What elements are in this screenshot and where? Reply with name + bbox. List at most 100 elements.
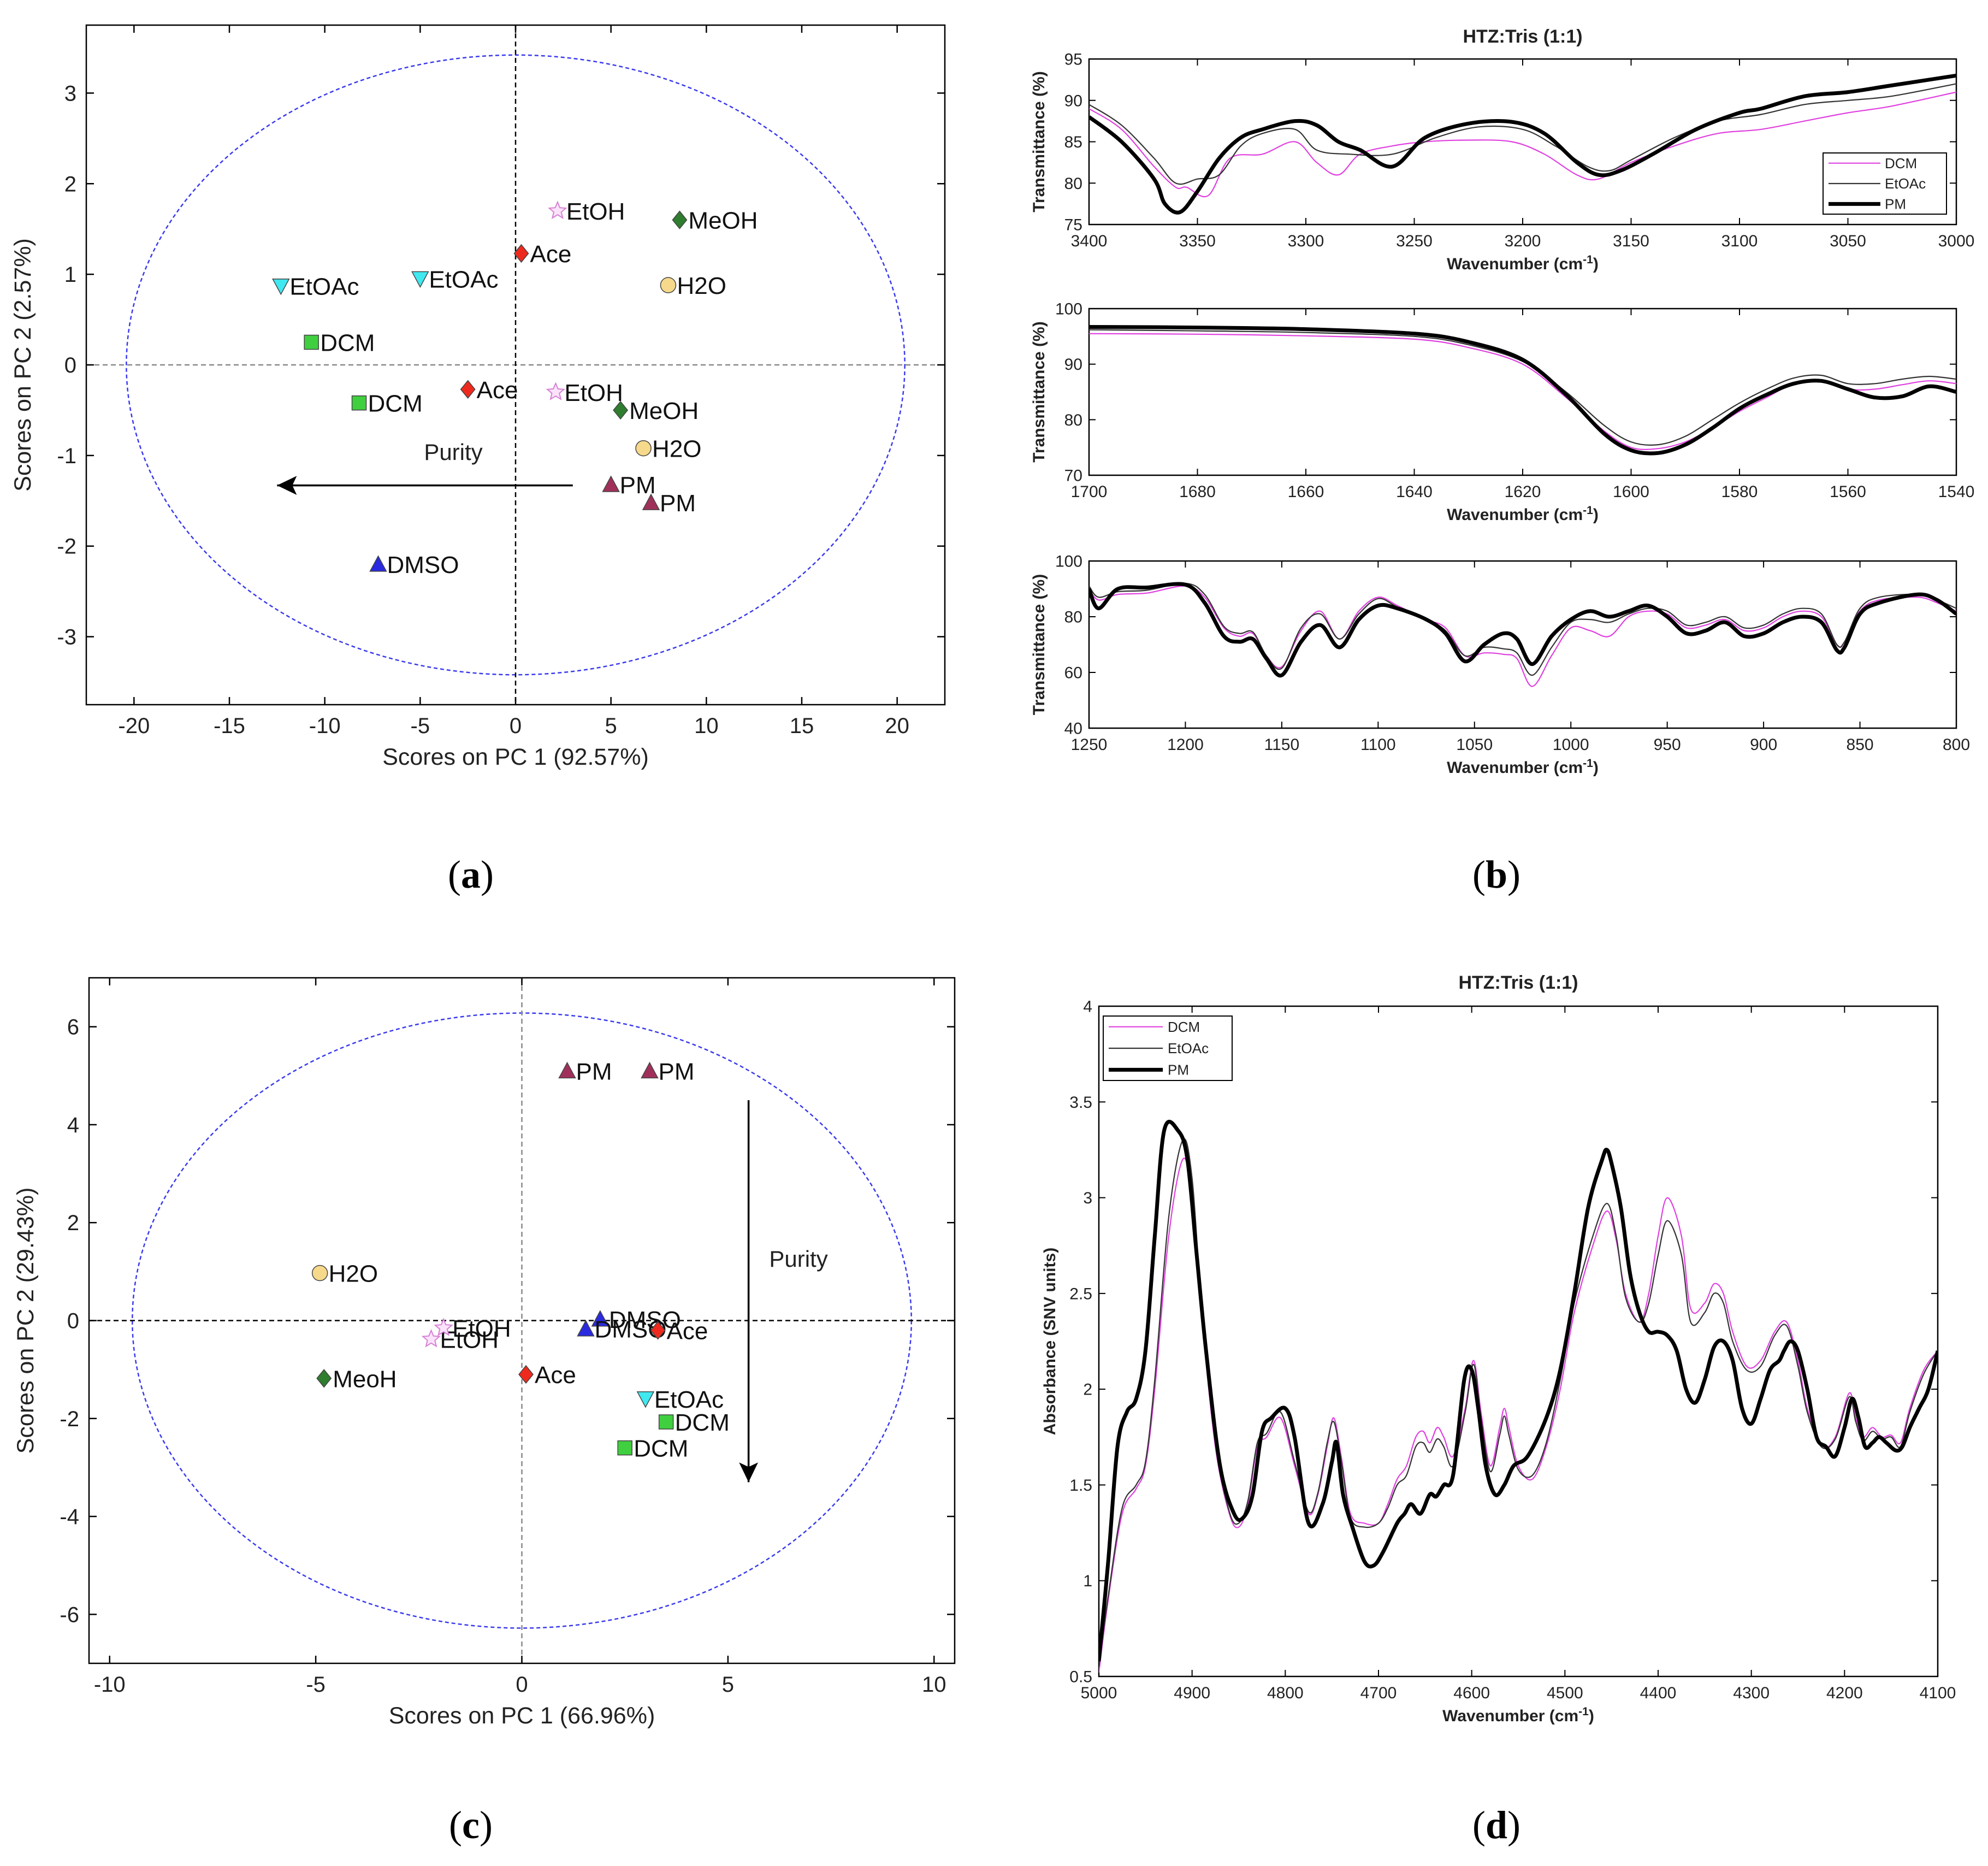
data-point-pm xyxy=(641,1061,659,1079)
point-label: PM xyxy=(576,1058,612,1085)
x-tick-label: 0 xyxy=(516,1673,528,1697)
point-label: DCM xyxy=(368,391,423,417)
x-tick-label: 1050 xyxy=(1456,736,1493,754)
y-tick-label: 2 xyxy=(64,172,76,196)
x-tick-label: 4200 xyxy=(1826,1684,1863,1702)
y-axis-label: Scores on PC 2 (2.57%) xyxy=(10,238,36,492)
data-point-etoac xyxy=(636,1391,655,1408)
legend-entry: DCM xyxy=(1885,155,1917,172)
point-label: PM xyxy=(660,490,696,517)
subplot-3: 1250 1200 1150 1100 1050 1000 950 900 850 800 40 60… xyxy=(1030,553,1970,777)
x-tick-label: -20 xyxy=(118,714,150,738)
data-point-etoac xyxy=(411,271,429,288)
series-line-pm xyxy=(1089,325,1956,456)
x-tick-label: 4600 xyxy=(1453,1684,1490,1702)
data-point-dcm xyxy=(304,334,319,350)
x-tick-label: 3250 xyxy=(1396,232,1433,250)
y-tick-label: 0 xyxy=(67,1309,79,1333)
y-tick-label: 0.5 xyxy=(1069,1668,1092,1686)
purity-label: Purity xyxy=(424,439,482,465)
panel-b-label: (b) xyxy=(1472,853,1521,896)
y-axis-label: Transmittance (%) xyxy=(1030,574,1048,715)
x-tick-label: 4500 xyxy=(1547,1684,1583,1702)
x-axis-label: Scores on PC 1 (66.96%) xyxy=(389,1703,655,1729)
x-tick-label: -15 xyxy=(214,714,245,738)
data-point-dcm xyxy=(351,395,367,411)
legend-entry: PM xyxy=(1168,1061,1189,1078)
data-point-ace xyxy=(650,1321,666,1340)
x-axis-label: Scores on PC 1 (92.57%) xyxy=(382,744,649,770)
x-tick-label: 4100 xyxy=(1920,1684,1956,1702)
x-tick-label: -10 xyxy=(309,714,341,738)
series-line-etoac xyxy=(1089,83,1956,185)
y-tick-label: 4 xyxy=(67,1113,79,1137)
x-tick-label: 4300 xyxy=(1733,1684,1770,1702)
y-tick-label: 2.5 xyxy=(1069,1285,1092,1303)
panel-a-letter: a xyxy=(461,853,481,896)
y-tick-label: 1 xyxy=(1083,1572,1092,1590)
x-tick-label: 20 xyxy=(885,714,909,738)
x-tick-label: 800 xyxy=(1943,736,1970,754)
data-point-meoh xyxy=(316,1369,332,1388)
series-line-pm xyxy=(1099,1120,1938,1662)
y-tick-label: 4 xyxy=(1083,998,1092,1016)
y-tick-label: -6 xyxy=(60,1603,79,1627)
x-axis-label: Wavenumber (cm-1) xyxy=(1447,757,1599,777)
x-tick-label: 4900 xyxy=(1174,1684,1210,1702)
x-tick-label: 3300 xyxy=(1288,232,1324,250)
panel-d-nir-spectra: HTZ:Tris (1:1)5000 4900 4800 4700 4600 4500 44… xyxy=(1041,972,1956,1725)
data-point-meoh xyxy=(672,210,688,229)
x-tick-label: 3050 xyxy=(1830,232,1866,250)
x-tick-label: 1620 xyxy=(1505,483,1541,501)
data-point-dcm xyxy=(617,1440,632,1456)
x-tick-label: 3150 xyxy=(1613,232,1649,250)
x-tick-label: 900 xyxy=(1750,736,1777,754)
point-label: H2O xyxy=(329,1261,378,1288)
x-tick-label: 850 xyxy=(1847,736,1874,754)
purity-arrow-head xyxy=(277,476,297,495)
point-label: Ace xyxy=(535,1362,576,1389)
plot-frame xyxy=(1088,308,1957,476)
point-label: DCM xyxy=(675,1409,730,1436)
x-tick-label: 1680 xyxy=(1179,483,1216,501)
x-tick-label: 950 xyxy=(1654,736,1681,754)
point-label: EtOH xyxy=(564,380,623,406)
x-tick-label: 1700 xyxy=(1071,483,1108,501)
series-line-etoac xyxy=(1099,1138,1938,1667)
panel-c-scores-plot: -10 -5 0 5 10 -6 -4 -2 0 2 4 6 Scores on PC 1 (66.96… xyxy=(13,977,956,1729)
x-axis-label: Wavenumber (cm-1) xyxy=(1442,1705,1594,1726)
y-tick-label: 80 xyxy=(1064,609,1082,627)
y-tick-label: 95 xyxy=(1064,51,1082,69)
data-point-pm xyxy=(642,493,660,510)
x-tick-label: 1640 xyxy=(1396,483,1433,501)
data-point-etoh xyxy=(421,1329,441,1348)
x-tick-label: 1200 xyxy=(1167,736,1204,754)
data-point-pm xyxy=(602,475,620,492)
data-point-ace xyxy=(460,380,476,399)
data-point-etoac xyxy=(272,278,290,296)
x-axis-label: Wavenumber (cm-1) xyxy=(1447,504,1599,524)
x-tick-label: 1150 xyxy=(1264,736,1300,754)
y-tick-label: 80 xyxy=(1064,175,1082,193)
point-label: Ace xyxy=(477,377,518,404)
x-tick-label: 0 xyxy=(510,714,522,738)
purity-arrow-head xyxy=(739,1462,759,1483)
point-label: EtOH xyxy=(452,1315,511,1342)
panel-c-letter: c xyxy=(462,1803,480,1847)
data-point-etoh xyxy=(434,1318,453,1337)
y-tick-label: 6 xyxy=(67,1015,79,1040)
data-point-etoh xyxy=(546,382,566,400)
chart-title: HTZ:Tris (1:1) xyxy=(1458,972,1578,993)
series-line-pm xyxy=(1089,582,1956,678)
data-point-etoh xyxy=(548,200,567,220)
data-point-dcm xyxy=(658,1414,674,1430)
subplot-2: 1700 1680 1660 1640 1620 1600 1580 1560 1540 70 80… xyxy=(1030,300,1974,524)
y-axis-label: Transmittance (%) xyxy=(1030,71,1048,212)
y-tick-label: 90 xyxy=(1064,92,1082,110)
x-tick-label: 3200 xyxy=(1505,232,1541,250)
point-label: MeoH xyxy=(333,1366,397,1392)
x-tick-label: 1250 xyxy=(1071,736,1108,754)
series-line-etoac xyxy=(1089,329,1956,446)
point-label: Ace xyxy=(530,241,571,268)
x-tick-label: -10 xyxy=(94,1673,126,1697)
